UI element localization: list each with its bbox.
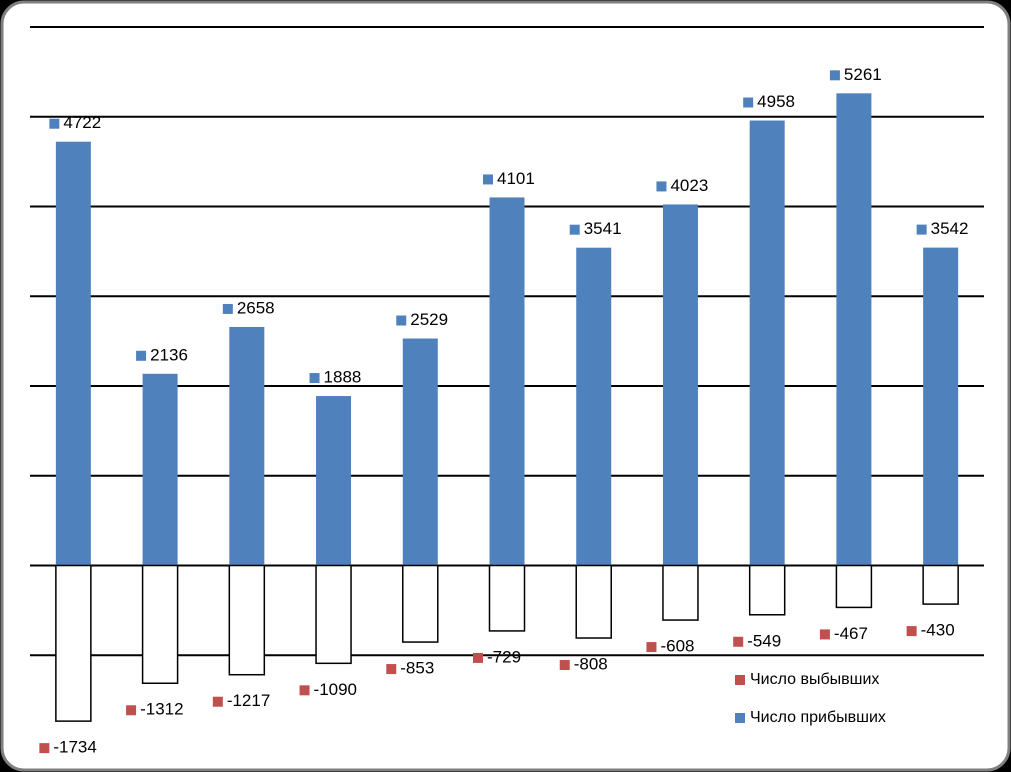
data-label: -608	[660, 637, 694, 656]
label-key	[483, 174, 493, 185]
data-label: 2136	[150, 345, 188, 364]
bar	[835, 564, 873, 609]
data-label: -808	[574, 655, 608, 674]
bar	[575, 564, 612, 639]
bar	[662, 204, 698, 566]
label-key	[656, 181, 667, 192]
bar	[229, 326, 265, 566]
label-key	[559, 660, 570, 671]
bar	[923, 247, 959, 566]
data-label: 5261	[844, 65, 882, 84]
label-key	[136, 350, 147, 361]
label-key	[916, 224, 927, 235]
label-key	[49, 118, 60, 129]
data-label: -1090	[314, 680, 357, 699]
data-label: 4101	[497, 169, 535, 188]
label-key	[386, 664, 397, 675]
bar	[55, 141, 91, 566]
label-key	[829, 70, 840, 81]
data-label: -1217	[227, 691, 270, 710]
label-key	[126, 705, 137, 716]
bar	[489, 197, 525, 566]
bar	[228, 564, 266, 676]
data-label: -430	[921, 621, 955, 640]
bar	[55, 564, 92, 722]
label-key	[819, 629, 830, 640]
label-key	[299, 685, 310, 696]
label-key	[212, 696, 223, 707]
label-key	[569, 224, 580, 235]
bar	[749, 120, 785, 566]
bar	[315, 564, 352, 665]
data-label: 4023	[670, 176, 708, 195]
data-label: 2529	[410, 310, 448, 329]
label-key	[39, 743, 50, 754]
label-key	[733, 636, 744, 647]
bar	[402, 338, 438, 566]
data-label: 3541	[584, 219, 622, 238]
data-label: 4722	[63, 113, 101, 132]
legend-label: Число выбывших	[750, 671, 879, 688]
bar	[748, 564, 786, 616]
bar	[142, 373, 178, 566]
data-label: -549	[747, 631, 781, 650]
bar	[576, 247, 612, 566]
data-label: 4958	[757, 92, 795, 111]
data-label: 2658	[237, 298, 275, 317]
bar	[488, 564, 526, 632]
label-key	[743, 97, 754, 108]
label-key	[396, 315, 407, 326]
legend-key	[735, 675, 745, 685]
bar	[141, 564, 179, 685]
label-key	[309, 373, 320, 384]
data-label: -467	[834, 624, 868, 643]
legend-key	[735, 713, 745, 723]
label-key	[646, 642, 657, 653]
legend-label: Число прибывших	[750, 709, 886, 726]
label-key	[906, 626, 917, 637]
bar	[836, 93, 872, 566]
data-label: -1312	[140, 700, 183, 719]
label-key	[473, 652, 483, 663]
bar	[662, 564, 699, 621]
data-label: -1734	[53, 738, 96, 757]
bar	[316, 396, 352, 566]
bar	[922, 564, 959, 605]
data-label: -853	[400, 659, 434, 678]
label-key	[222, 303, 233, 314]
data-label: -729	[487, 647, 521, 666]
data-label: 1888	[324, 368, 362, 387]
data-label: 3542	[931, 219, 969, 238]
bar	[402, 564, 439, 643]
